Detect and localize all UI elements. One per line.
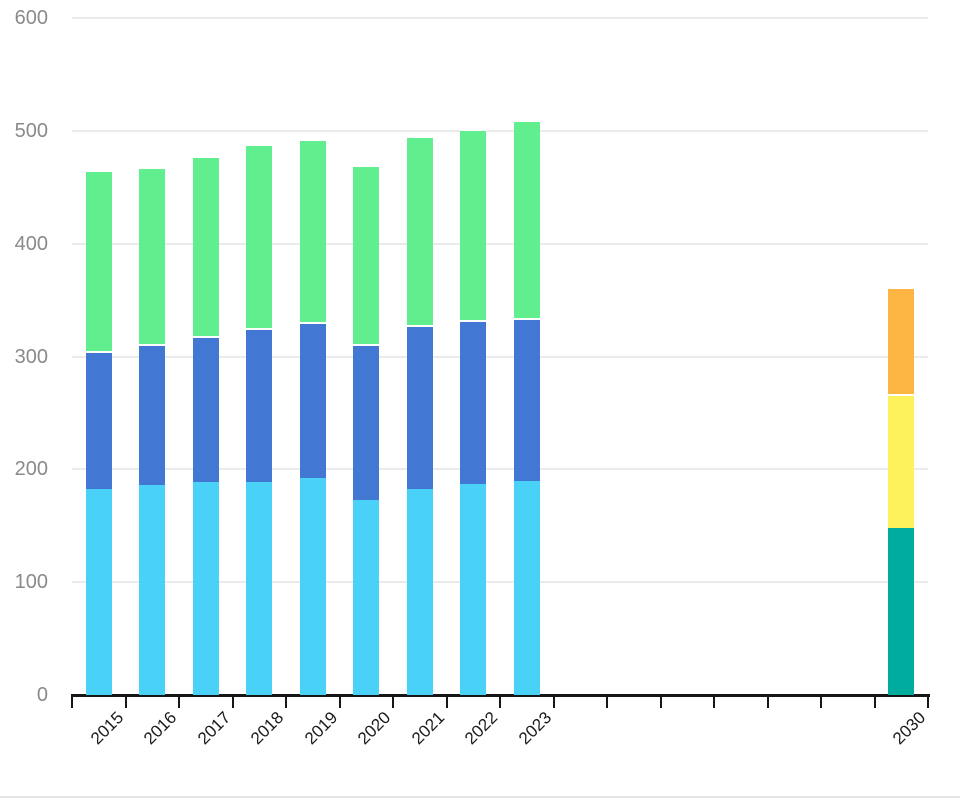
bar-segment-orange[interactable] [888,286,915,394]
bar-2023 [513,0,540,695]
bar-segment-blue[interactable] [406,324,433,489]
x-axis-label-2018: 2018 [247,708,288,749]
bar-segment-green[interactable] [353,164,380,345]
x-axis-tick [552,695,555,708]
x-axis-tick [659,695,662,708]
gridline-y-400 [72,242,928,245]
bar-segment-green[interactable] [299,138,326,322]
bar-2022 [460,0,487,695]
x-axis-label-2020: 2020 [354,708,395,749]
x-axis-tick [338,695,341,708]
bar-segment-green[interactable] [406,136,433,325]
x-axis-label-2015: 2015 [87,708,128,749]
bar-2019 [299,0,326,695]
y-axis-tick-label: 600 [14,7,48,29]
bar-2021 [406,0,433,695]
bar-segment-green[interactable] [139,166,166,345]
y-axis-tick-label: 0 [36,684,48,706]
bar-segment-light-blue[interactable] [299,478,326,695]
x-axis-tick [445,695,448,708]
x-axis-label-2019: 2019 [301,708,342,749]
bar-segment-light-blue[interactable] [139,485,166,695]
bar-segment-teal[interactable] [888,528,915,695]
y-axis-tick-label: 400 [14,232,48,255]
bar-segment-light-blue[interactable] [192,481,219,695]
bar-segment-green[interactable] [192,155,219,337]
x-axis-tick [873,695,876,708]
bar-segment-light-blue[interactable] [85,488,112,695]
bar-segment-green[interactable] [246,144,273,329]
x-axis-label-2030: 2030 [889,708,930,749]
x-axis-tick [606,695,608,708]
bar-segment-light-blue[interactable] [460,484,487,695]
gridline-y-200 [72,468,928,471]
bar-segment-yellow[interactable] [888,393,915,528]
gridline-y-600 [72,17,928,19]
bar-2015 [85,0,112,695]
y-axis-tick-label: 200 [14,458,48,481]
x-axis-tick [392,695,394,708]
x-axis-tick [231,695,234,708]
bar-2016 [139,0,166,695]
bar-2018 [246,0,273,695]
x-axis-label-2023: 2023 [515,708,556,749]
x-axis-tick [178,695,180,708]
x-axis-tick [927,695,929,708]
bar-segment-light-blue[interactable] [353,499,380,695]
bar-segment-blue[interactable] [513,318,540,481]
bar-segment-blue[interactable] [85,350,112,489]
bar-segment-blue[interactable] [353,344,380,500]
x-axis-tick [71,695,73,708]
bar-segment-blue[interactable] [299,321,326,479]
x-axis-label-2021: 2021 [408,708,449,749]
gridline-y-500 [72,129,928,132]
bar-segment-light-blue[interactable] [246,481,273,695]
y-axis-tick-label: 100 [14,571,48,594]
bar-2020 [353,0,380,695]
x-axis-tick [820,695,822,708]
bar-segment-light-blue[interactable] [513,480,540,695]
bar-segment-light-blue[interactable] [406,488,433,695]
x-axis-tick [766,695,769,708]
bar-2017 [192,0,219,695]
x-axis-tick [713,695,715,708]
bar-segment-blue[interactable] [139,344,166,486]
x-axis-tick [285,695,287,708]
bar-segment-blue[interactable] [460,320,487,484]
x-axis-label-2016: 2016 [140,708,181,749]
bar-segment-green[interactable] [460,128,487,321]
x-axis-tick [124,695,127,708]
x-axis-label-2022: 2022 [461,708,502,749]
gridline-y-100 [72,581,928,584]
bar-segment-blue[interactable] [192,336,219,482]
bottom-divider [0,796,960,798]
x-axis-tick [499,695,501,708]
y-axis-tick-label: 300 [14,345,48,368]
y-axis-tick-label: 500 [14,119,48,142]
x-axis-label-2017: 2017 [194,708,235,749]
bar-segment-blue[interactable] [246,328,273,482]
bar-segment-green[interactable] [513,119,540,319]
bar-segment-green[interactable] [85,170,112,351]
bar-2030 [888,0,915,695]
gridline-y-300 [72,355,928,358]
